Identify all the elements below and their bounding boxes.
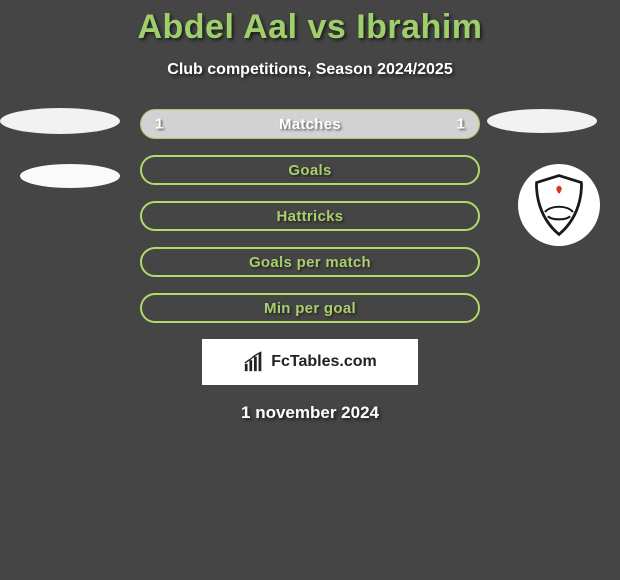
bar-label: Min per goal xyxy=(264,300,356,317)
bar-left-value: 1 xyxy=(155,116,163,133)
right-ellipse-1 xyxy=(487,109,597,133)
bar-row-matches: 1 Matches 1 xyxy=(140,109,480,139)
page-subtitle: Club competitions, Season 2024/2025 xyxy=(0,61,620,79)
left-ellipse-1 xyxy=(0,108,120,134)
bar-label: Matches xyxy=(279,116,341,133)
left-ellipse-2 xyxy=(20,164,120,188)
bar-label: Goals xyxy=(288,162,331,179)
page-title: Abdel Aal vs Ibrahim xyxy=(0,0,620,47)
bar-row-hattricks: Hattricks xyxy=(140,201,480,231)
bar-chart-icon xyxy=(243,351,265,373)
date-line: 1 november 2024 xyxy=(0,403,620,423)
chart-area: 1 Matches 1 Goals Hattricks Goals per ma… xyxy=(0,109,620,423)
club-badge xyxy=(518,164,600,246)
stats-bars: 1 Matches 1 Goals Hattricks Goals per ma… xyxy=(140,109,480,323)
bar-row-goals: Goals xyxy=(140,155,480,185)
bar-label: Hattricks xyxy=(277,208,344,225)
brand-box: FcTables.com xyxy=(202,339,418,385)
shield-icon xyxy=(524,170,594,240)
content: Abdel Aal vs Ibrahim Club competitions, … xyxy=(0,0,620,580)
bar-label: Goals per match xyxy=(249,254,371,271)
bar-row-min-per-goal: Min per goal xyxy=(140,293,480,323)
bar-row-goals-per-match: Goals per match xyxy=(140,247,480,277)
brand-text: FcTables.com xyxy=(271,353,377,371)
bar-right-value: 1 xyxy=(457,116,465,133)
